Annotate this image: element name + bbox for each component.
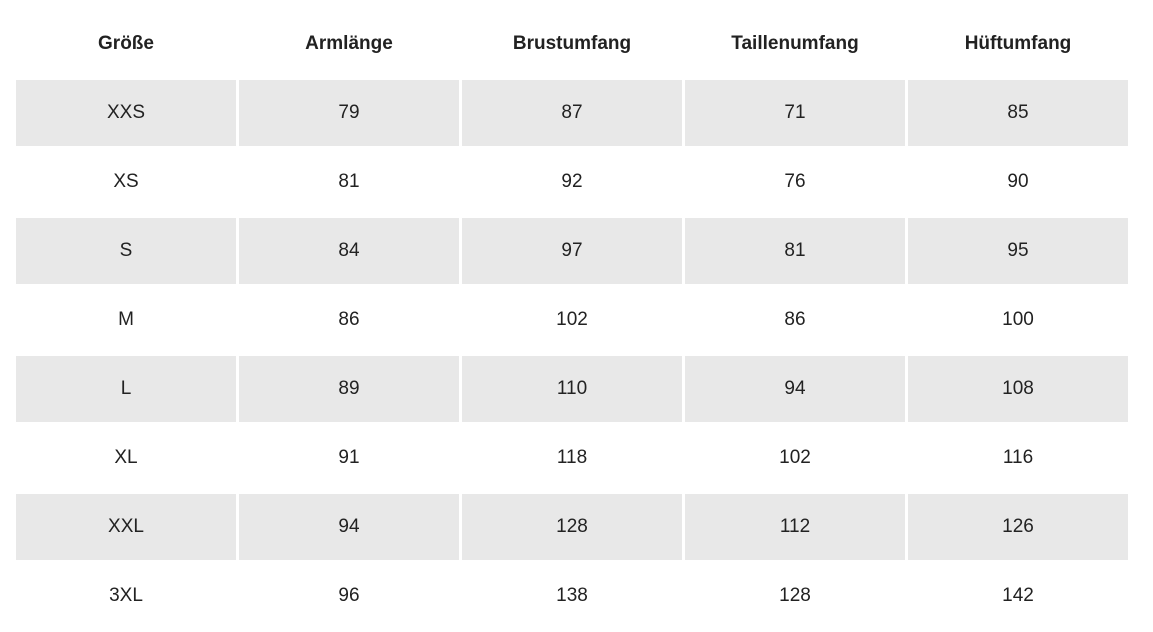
- measure-cell: 90: [1007, 171, 1029, 192]
- measure-cell: 95: [908, 218, 1128, 284]
- measure-cell: 76: [784, 171, 806, 192]
- header-row: Größe Armlänge Brustumfang Taillenumfang Hüf…: [16, 11, 1128, 77]
- measure-cell: 97: [462, 218, 682, 284]
- measure-cell: 142: [1002, 585, 1034, 606]
- measure-cell: 86: [784, 309, 806, 330]
- measure-cell: 96: [338, 585, 360, 606]
- measure-cell: 91: [338, 447, 360, 468]
- table-row: XXL 94 128 112 126: [16, 494, 1128, 560]
- measure-cell: 94: [239, 494, 459, 560]
- measure-cell: 85: [908, 80, 1128, 146]
- measure-cell: 108: [908, 356, 1128, 422]
- measure-cell: 128: [462, 494, 682, 560]
- measure-cell: 116: [1002, 447, 1034, 468]
- size-table: Größe Armlänge Brustumfang Taillenumfang Hüf…: [13, 8, 1131, 632]
- column-header: Größe: [98, 33, 154, 54]
- table-body: XXS 79 87 71 85 XS 81 92 76 90 S 84 97 81 95 M 86 102 86 10…: [16, 80, 1128, 629]
- table-row: XXS 79 87 71 85: [16, 80, 1128, 146]
- measure-cell: 89: [239, 356, 459, 422]
- table-row: L 89 110 94 108: [16, 356, 1128, 422]
- size-cell: M: [118, 309, 134, 330]
- measure-cell: 112: [685, 494, 905, 560]
- size-cell: 3XL: [109, 585, 143, 606]
- measure-cell: 110: [462, 356, 682, 422]
- size-cell: XL: [114, 447, 138, 468]
- size-cell: S: [16, 218, 236, 284]
- column-header: Armlänge: [305, 33, 393, 54]
- column-header: Taillenumfang: [731, 33, 859, 54]
- table-row: XS 81 92 76 90: [16, 149, 1128, 215]
- table-row: M 86 102 86 100: [16, 287, 1128, 353]
- column-header: Hüftumfang: [964, 33, 1072, 54]
- measure-cell: 86: [338, 309, 360, 330]
- table-row: S 84 97 81 95: [16, 218, 1128, 284]
- measure-cell: 94: [685, 356, 905, 422]
- measure-cell: 81: [685, 218, 905, 284]
- measure-cell: 138: [556, 585, 588, 606]
- table-row: 3XL 96 138 128 142: [16, 563, 1128, 629]
- measure-cell: 102: [556, 309, 588, 330]
- size-cell: XXL: [16, 494, 236, 560]
- measure-cell: 92: [561, 171, 583, 192]
- table-row: XL 91 118 102 116: [16, 425, 1128, 491]
- measure-cell: 79: [239, 80, 459, 146]
- measure-cell: 118: [556, 447, 588, 468]
- measure-cell: 102: [779, 447, 811, 468]
- measure-cell: 84: [239, 218, 459, 284]
- size-cell: XXS: [16, 80, 236, 146]
- measure-cell: 87: [462, 80, 682, 146]
- column-header: Brustumfang: [512, 33, 632, 54]
- measure-cell: 71: [685, 80, 905, 146]
- size-cell: XS: [113, 171, 139, 192]
- measure-cell: 100: [1002, 309, 1034, 330]
- measure-cell: 81: [338, 171, 360, 192]
- size-cell: L: [16, 356, 236, 422]
- table-header: Größe Armlänge Brustumfang Taillenumfang Hüf…: [16, 11, 1128, 77]
- measure-cell: 128: [779, 585, 811, 606]
- measure-cell: 126: [908, 494, 1128, 560]
